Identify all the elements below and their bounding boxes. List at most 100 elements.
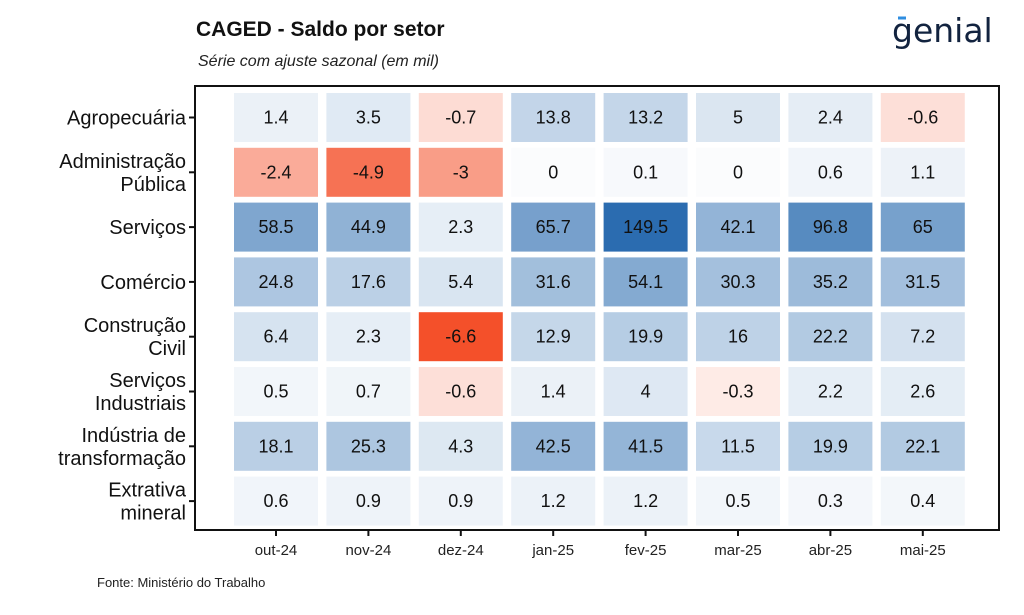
cell-value-label: 41.5 bbox=[628, 436, 663, 456]
heatmap-cell bbox=[234, 202, 318, 252]
heatmap-cell bbox=[418, 312, 503, 362]
heatmap-cell bbox=[696, 312, 780, 362]
cell-value-label: -2.4 bbox=[260, 162, 291, 182]
x-label-fev-25: fev-25 bbox=[625, 542, 667, 559]
heatmap-cell bbox=[511, 93, 596, 142]
y-label-construcao-civil: Construção Civil bbox=[84, 315, 186, 360]
heatmap-cell bbox=[603, 147, 688, 197]
heatmap-cell bbox=[603, 202, 688, 252]
heatmap-cell bbox=[511, 421, 596, 471]
heatmap-cell bbox=[788, 257, 873, 307]
heatmap-cell bbox=[880, 312, 965, 362]
cell-value-label: 31.6 bbox=[536, 272, 571, 292]
heatmap-cell bbox=[511, 147, 596, 197]
cell-value-label: 16 bbox=[728, 327, 748, 347]
heatmap-cell bbox=[880, 476, 965, 526]
heatmap-cell bbox=[418, 147, 503, 197]
heatmap-cell bbox=[511, 202, 596, 252]
x-label-mai-25: mai-25 bbox=[900, 542, 946, 559]
heatmap-cell bbox=[603, 476, 688, 526]
heatmap-cell bbox=[234, 476, 318, 526]
heatmap-cell bbox=[418, 476, 503, 526]
cell-value-label: 2.2 bbox=[818, 382, 843, 402]
logo-lettering: genial bbox=[892, 11, 993, 50]
heatmap-cell bbox=[326, 147, 411, 197]
heatmap-cell bbox=[418, 367, 503, 416]
heatmap-cell bbox=[326, 421, 411, 471]
cell-value-label: 42.1 bbox=[720, 217, 755, 237]
cell-value-label: 0.5 bbox=[725, 491, 750, 511]
heatmap-cell bbox=[326, 476, 411, 526]
heatmap-cell bbox=[511, 257, 596, 307]
heatmap-cell bbox=[788, 367, 873, 416]
cell-value-label: 0.9 bbox=[448, 491, 473, 511]
heatmap-cell bbox=[696, 202, 780, 252]
heatmap-cell bbox=[234, 367, 318, 416]
cell-value-label: 2.3 bbox=[356, 327, 381, 347]
heatmap-cell bbox=[234, 312, 318, 362]
cell-value-label: -0.6 bbox=[445, 382, 476, 402]
heatmap-cell bbox=[603, 421, 688, 471]
heatmap-cell bbox=[603, 312, 688, 362]
cell-value-label: 58.5 bbox=[258, 217, 293, 237]
x-label-jan-25: jan-25 bbox=[531, 542, 574, 559]
heatmap-cell bbox=[696, 367, 780, 416]
y-label-line: mineral bbox=[120, 503, 186, 525]
cell-value-label: 22.2 bbox=[813, 327, 848, 347]
y-label-line: Pública bbox=[120, 174, 186, 196]
cell-value-label: 1.4 bbox=[541, 382, 566, 402]
heatmap-cell bbox=[418, 93, 503, 142]
cell-value-label: 44.9 bbox=[351, 217, 386, 237]
cell-value-label: 65 bbox=[913, 217, 933, 237]
cell-value-label: 1.2 bbox=[633, 491, 658, 511]
cell-value-label: 96.8 bbox=[813, 217, 848, 237]
heatmap-cell bbox=[788, 147, 873, 197]
y-label-servicos: Serviços bbox=[109, 217, 186, 239]
cell-value-label: 0.9 bbox=[356, 491, 381, 511]
cell-value-label: -0.7 bbox=[445, 108, 476, 128]
heatmap-cell bbox=[418, 202, 503, 252]
cell-value-label: 2.6 bbox=[910, 382, 935, 402]
y-label-industria-de-transformacao: Indústria de transformação bbox=[58, 425, 186, 470]
cell-value-label: 19.9 bbox=[813, 436, 848, 456]
y-label-line: Civil bbox=[148, 338, 186, 360]
heatmap-cell bbox=[234, 147, 318, 197]
heatmap-cell bbox=[603, 93, 688, 142]
cell-value-label: 5.4 bbox=[448, 272, 473, 292]
y-label-agropecuaria: Agropecuária bbox=[67, 108, 187, 130]
cell-value-label: 22.1 bbox=[905, 436, 940, 456]
cell-value-label: 7.2 bbox=[910, 327, 935, 347]
cell-value-label: 65.7 bbox=[536, 217, 571, 237]
heatmap-cell bbox=[880, 147, 965, 197]
source-note: Fonte: Ministério do Trabalho bbox=[97, 575, 266, 590]
heatmap-cell bbox=[880, 202, 965, 252]
cell-value-label: 0.4 bbox=[910, 491, 935, 511]
heatmap-cell bbox=[326, 257, 411, 307]
y-label-line: transformação bbox=[58, 448, 186, 470]
chart-subtitle: Série com ajuste sazonal (em mil) bbox=[198, 53, 439, 70]
y-label-line: Serviços bbox=[109, 370, 186, 392]
x-label-abr-25: abr-25 bbox=[809, 542, 852, 559]
cell-value-label: 25.3 bbox=[351, 436, 386, 456]
cell-value-label: -3 bbox=[453, 162, 469, 182]
heatmap-cell bbox=[696, 257, 780, 307]
heatmap-cell bbox=[603, 257, 688, 307]
heatmap-cell bbox=[696, 476, 780, 526]
cell-value-label: 5 bbox=[733, 108, 743, 128]
heatmap-cell bbox=[788, 312, 873, 362]
heatmap-cell bbox=[696, 93, 780, 142]
cell-value-label: 11.5 bbox=[721, 436, 755, 456]
cell-value-label: 0.5 bbox=[263, 382, 288, 402]
y-label-line: Serviços bbox=[109, 217, 186, 239]
heatmap-cell bbox=[511, 367, 596, 416]
y-label-line: Extrativa bbox=[108, 480, 187, 502]
y-label-extrativa-mineral: Extrativa mineral bbox=[108, 480, 187, 525]
heatmap-cell bbox=[418, 421, 503, 471]
heatmap-cell bbox=[788, 476, 873, 526]
x-label-out-24: out-24 bbox=[255, 542, 298, 559]
y-label-line: Construção bbox=[84, 315, 186, 337]
cell-value-label: 13.8 bbox=[536, 108, 571, 128]
heatmap-cell bbox=[326, 367, 411, 416]
cell-value-label: 6.4 bbox=[263, 327, 288, 347]
heatmap-cell bbox=[788, 202, 873, 252]
